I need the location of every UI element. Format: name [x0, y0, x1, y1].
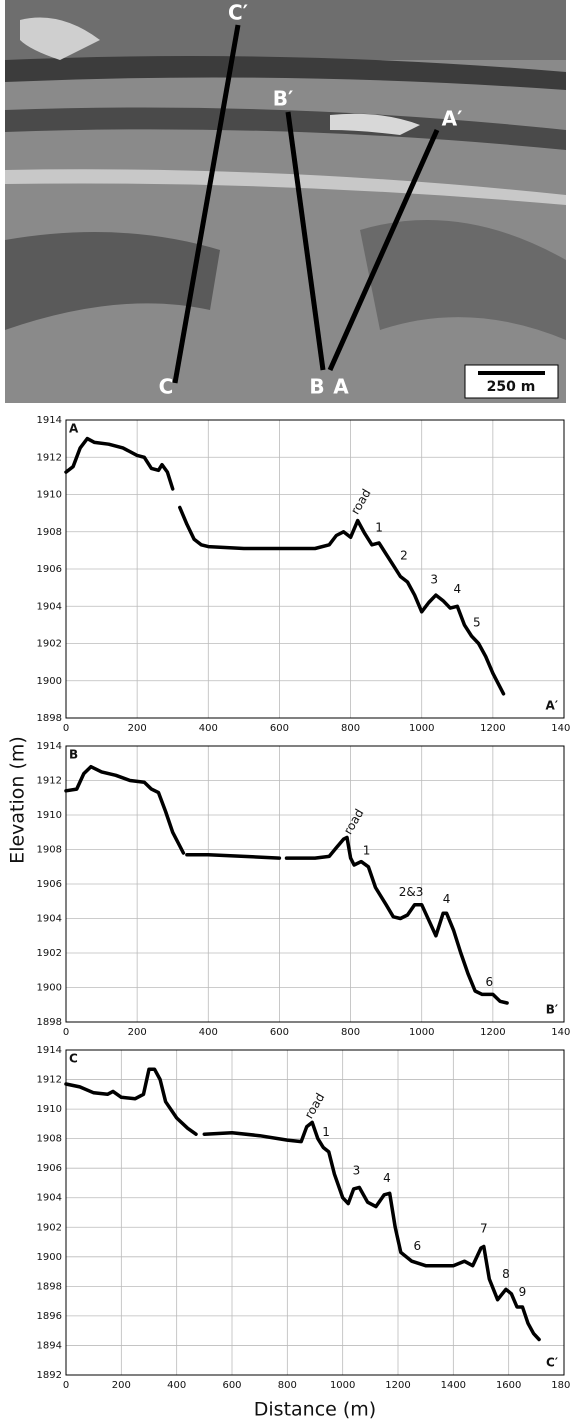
y-tick-label: 1900 — [37, 1252, 62, 1263]
y-tick-label: 1898 — [37, 713, 62, 724]
photo-label: B — [309, 375, 324, 399]
x-tick-label: 600 — [270, 1027, 289, 1038]
y-axis-title: Elevation (m) — [7, 736, 29, 864]
x-tick-label: 1000 — [409, 1027, 434, 1038]
x-tick-label: 1400 — [441, 1380, 466, 1391]
x-tick-label: 800 — [278, 1380, 297, 1391]
x-tick-label: 1600 — [496, 1380, 521, 1391]
panel-label: B — [69, 748, 78, 762]
panel-label: C′ — [546, 1356, 558, 1370]
y-tick-label: 1912 — [37, 452, 62, 463]
x-tick-label: 1400 — [551, 723, 571, 734]
annotation: 1 — [375, 521, 383, 535]
photo-band — [5, 0, 566, 60]
x-tick-label: 400 — [199, 1027, 218, 1038]
annotation: 2&3 — [399, 885, 424, 899]
annotation: 1 — [363, 844, 371, 858]
x-tick-label: 1200 — [385, 1380, 410, 1391]
annotation: 7 — [480, 1221, 488, 1235]
x-tick-label: 0 — [63, 1380, 69, 1391]
annotation: 1 — [322, 1125, 330, 1139]
y-tick-label: 1914 — [37, 741, 62, 752]
y-tick-label: 1894 — [37, 1340, 62, 1351]
photo-label: A′ — [442, 107, 463, 131]
y-tick-label: 1912 — [37, 1075, 62, 1086]
x-tick-label: 600 — [222, 1380, 241, 1391]
panel-label: C — [69, 1052, 78, 1066]
annotation: 3 — [430, 573, 438, 587]
annotation: 9 — [519, 1285, 527, 1299]
annotation: 2 — [400, 548, 408, 562]
y-tick-label: 1906 — [37, 564, 62, 575]
x-tick-label: 1200 — [480, 723, 505, 734]
y-tick-label: 1902 — [37, 948, 62, 959]
x-tick-label: 0 — [63, 1027, 69, 1038]
y-tick-label: 1902 — [37, 1222, 62, 1233]
photo-label: B′ — [273, 87, 294, 111]
y-tick-label: 1896 — [37, 1311, 62, 1322]
scale-bar-label: 250 m — [487, 379, 536, 395]
y-tick-label: 1892 — [37, 1370, 62, 1381]
annotation: 4 — [443, 892, 451, 906]
annotation: 6 — [414, 1239, 422, 1253]
y-tick-label: 1904 — [37, 914, 62, 925]
y-tick-label: 1908 — [37, 845, 62, 856]
photo-label: C — [159, 375, 174, 399]
y-tick-label: 1914 — [37, 1045, 62, 1056]
annotation: 4 — [453, 582, 461, 596]
y-tick-label: 1898 — [37, 1017, 62, 1028]
panel-label: B′ — [546, 1003, 558, 1017]
y-tick-label: 1908 — [37, 527, 62, 538]
x-tick-label: 1200 — [480, 1027, 505, 1038]
x-tick-label: 800 — [341, 1027, 360, 1038]
annotation: 6 — [485, 975, 493, 989]
x-tick-label: 1000 — [330, 1380, 355, 1391]
photo-label: C′ — [228, 1, 248, 25]
y-tick-label: 1904 — [37, 1193, 62, 1204]
y-tick-label: 1900 — [37, 676, 62, 687]
y-tick-label: 1906 — [37, 879, 62, 890]
x-tick-label: 200 — [112, 1380, 131, 1391]
x-tick-label: 1400 — [551, 1027, 571, 1038]
y-tick-label: 1910 — [37, 1104, 62, 1115]
y-tick-label: 1906 — [37, 1163, 62, 1174]
y-tick-label: 1908 — [37, 1134, 62, 1145]
y-tick-label: 1914 — [37, 415, 62, 426]
x-tick-label: 1800 — [551, 1380, 571, 1391]
panel-label: A′ — [546, 699, 558, 713]
annotation: 3 — [353, 1164, 361, 1178]
x-tick-label: 400 — [199, 723, 218, 734]
y-tick-label: 1910 — [37, 810, 62, 821]
photo-label: A — [333, 375, 349, 399]
x-tick-label: 200 — [128, 723, 147, 734]
y-tick-label: 1910 — [37, 490, 62, 501]
y-tick-label: 1902 — [37, 639, 62, 650]
y-tick-label: 1904 — [37, 601, 62, 612]
x-tick-label: 1000 — [409, 723, 434, 734]
aerial-photo: C′ B′ A′ C B A 250 m — [5, 0, 566, 403]
annotation: 4 — [383, 1171, 391, 1185]
panel-label: A — [69, 422, 79, 436]
x-tick-label: 600 — [270, 723, 289, 734]
x-tick-label: 400 — [167, 1380, 186, 1391]
y-tick-label: 1898 — [37, 1281, 62, 1292]
x-axis-title: Distance (m) — [254, 1399, 376, 1421]
y-tick-label: 1900 — [37, 983, 62, 994]
annotation: 5 — [473, 616, 481, 630]
x-tick-label: 800 — [341, 723, 360, 734]
annotation: 8 — [502, 1267, 510, 1281]
x-tick-label: 200 — [128, 1027, 147, 1038]
y-tick-label: 1912 — [37, 776, 62, 787]
x-tick-label: 0 — [63, 723, 69, 734]
figure: C′ B′ A′ C B A 250 m 0200400600800100012… — [0, 0, 571, 1425]
